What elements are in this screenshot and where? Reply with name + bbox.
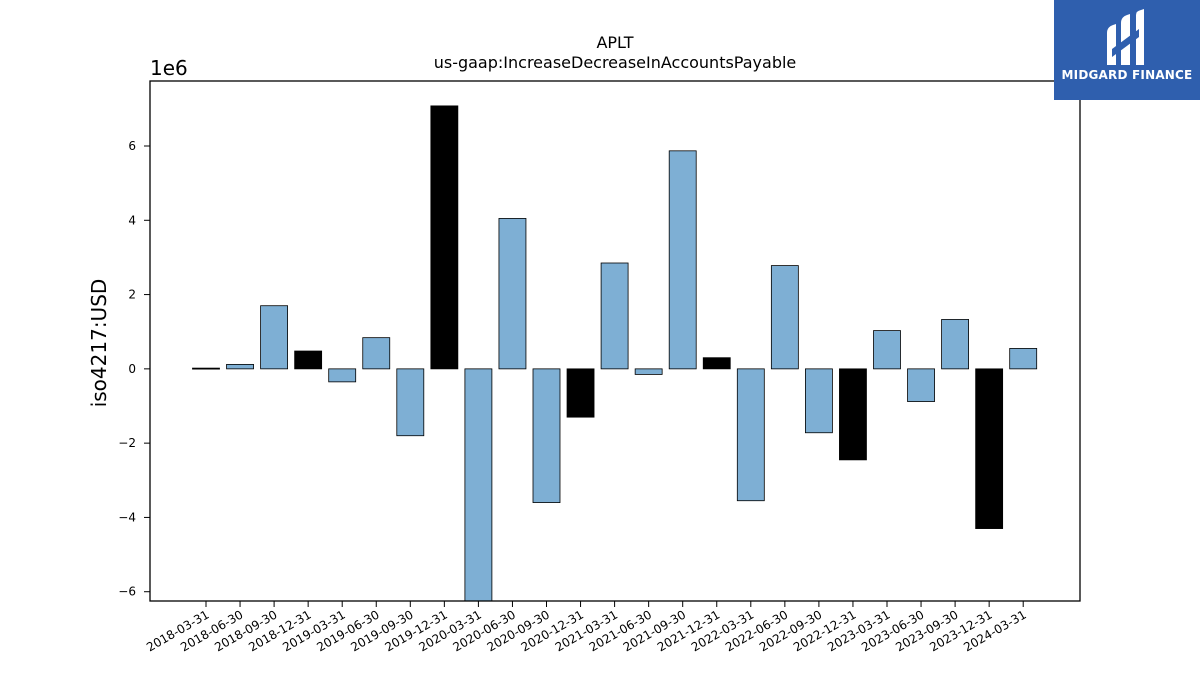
y-tick-label: 0 (128, 362, 136, 376)
bar-2022-12-31 (839, 368, 867, 461)
bar-2021-12-31 (702, 357, 731, 370)
x-ticks: 2018-03-312018-06-302018-09-302018-12-31… (144, 601, 1029, 654)
brand-logo: MIDGARD FINANCE (1054, 0, 1200, 100)
bar-2020-03-31 (464, 368, 493, 602)
bar-2022-09-30 (805, 368, 833, 434)
bar-2019-12-31 (430, 105, 459, 370)
y-tick-label: 4 (128, 213, 136, 227)
chart-subtitle: us-gaap:IncreaseDecreaseInAccountsPayabl… (434, 53, 797, 72)
y-ticks: −6 −4 −2 0 2 4 6 (118, 139, 150, 599)
y-tick-label: 6 (128, 139, 136, 153)
bar-2018-12-31 (294, 350, 323, 370)
y-tick-label: −2 (118, 436, 136, 450)
y-axis-label: iso4217:USD (87, 279, 111, 408)
bar-2020-09-30 (532, 368, 561, 503)
bars (192, 105, 1038, 602)
bar-2020-12-31 (566, 368, 595, 418)
bar-2023-09-30 (941, 319, 969, 370)
bar-2019-03-31 (328, 368, 357, 383)
bar-2021-09-30 (668, 150, 697, 370)
y-tick-label: −4 (118, 510, 136, 524)
bar-2018-06-30 (226, 363, 254, 370)
bar-2024-03-31 (1009, 348, 1038, 370)
plot-frame (149, 80, 1081, 602)
bar-2023-06-30 (907, 368, 935, 402)
bar-2018-09-30 (260, 305, 289, 370)
y-offset-label: 1e6 (150, 56, 188, 80)
bar-2018-03-31 (192, 367, 220, 370)
bar-2019-09-30 (396, 368, 425, 437)
midgard-logo-icon (1107, 9, 1144, 65)
bar-2023-03-31 (873, 330, 901, 370)
brand-name: MIDGARD FINANCE (1061, 68, 1193, 82)
chart-title: APLT (596, 33, 633, 52)
y-tick-label: 2 (128, 288, 136, 302)
bar-2023-12-31 (975, 368, 1004, 529)
y-tick-label: −6 (118, 585, 136, 599)
bar-2022-06-30 (770, 265, 799, 370)
bar-2020-06-30 (498, 218, 527, 370)
bar-2019-06-30 (362, 337, 391, 370)
bar-2022-03-31 (736, 368, 765, 502)
bar-2021-03-31 (600, 262, 629, 370)
bar-2021-06-30 (634, 368, 663, 375)
